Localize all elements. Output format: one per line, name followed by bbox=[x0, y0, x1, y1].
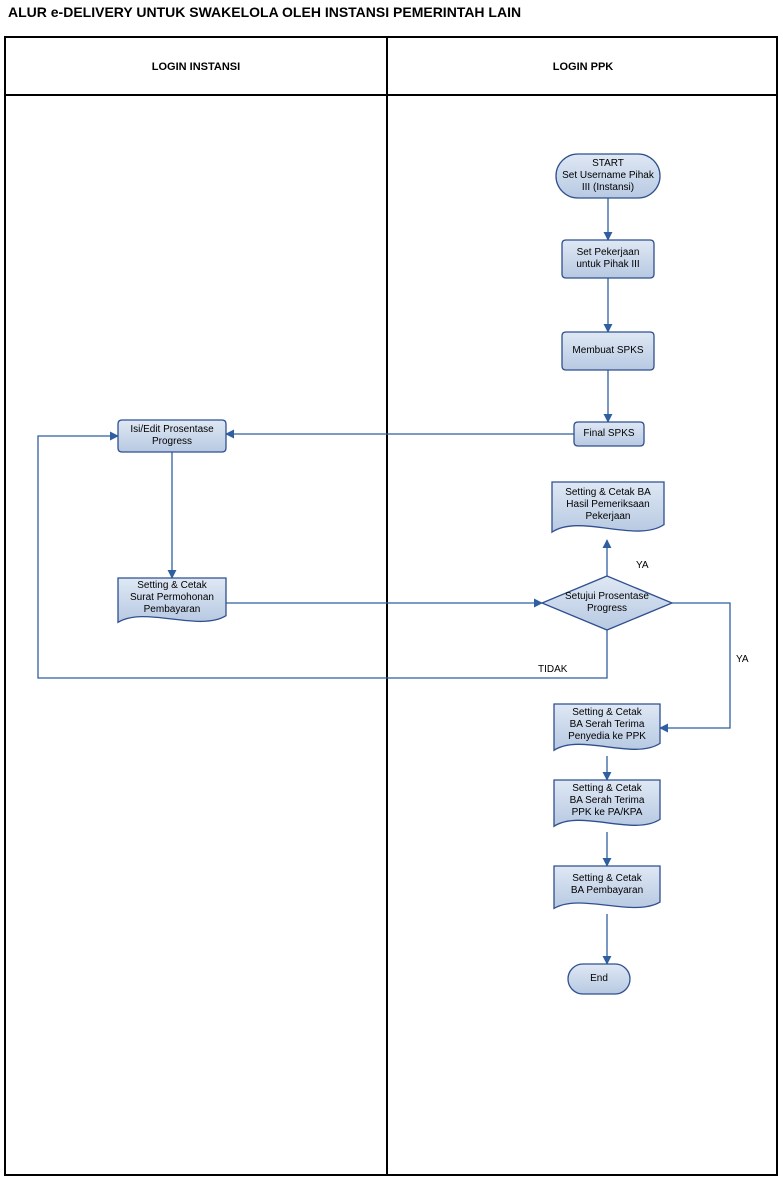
node-end bbox=[568, 964, 630, 994]
edge bbox=[660, 603, 730, 728]
edge-label: YA bbox=[636, 560, 649, 571]
node-start bbox=[556, 154, 660, 198]
node-bahasil bbox=[552, 482, 664, 532]
edge bbox=[38, 436, 607, 678]
node-setujui bbox=[542, 576, 672, 630]
node-baserah bbox=[554, 704, 660, 750]
flowchart-svg bbox=[6, 38, 780, 1178]
swimlane-frame: LOGIN INSTANSI LOGIN PPK START Set Usern… bbox=[4, 36, 778, 1176]
node-babayar bbox=[554, 866, 660, 908]
node-bappk bbox=[554, 780, 660, 826]
edge-label: TIDAK bbox=[538, 664, 567, 675]
page-title: ALUR e-DELIVERY UNTUK SWAKELOLA OLEH INS… bbox=[8, 4, 521, 20]
node-surat bbox=[118, 578, 226, 622]
node-final bbox=[574, 422, 644, 446]
node-isi bbox=[118, 420, 226, 452]
page: ALUR e-DELIVERY UNTUK SWAKELOLA OLEH INS… bbox=[0, 0, 783, 1183]
edge-label: YA bbox=[736, 654, 749, 665]
node-spks bbox=[562, 332, 654, 370]
node-setpek bbox=[562, 240, 654, 278]
